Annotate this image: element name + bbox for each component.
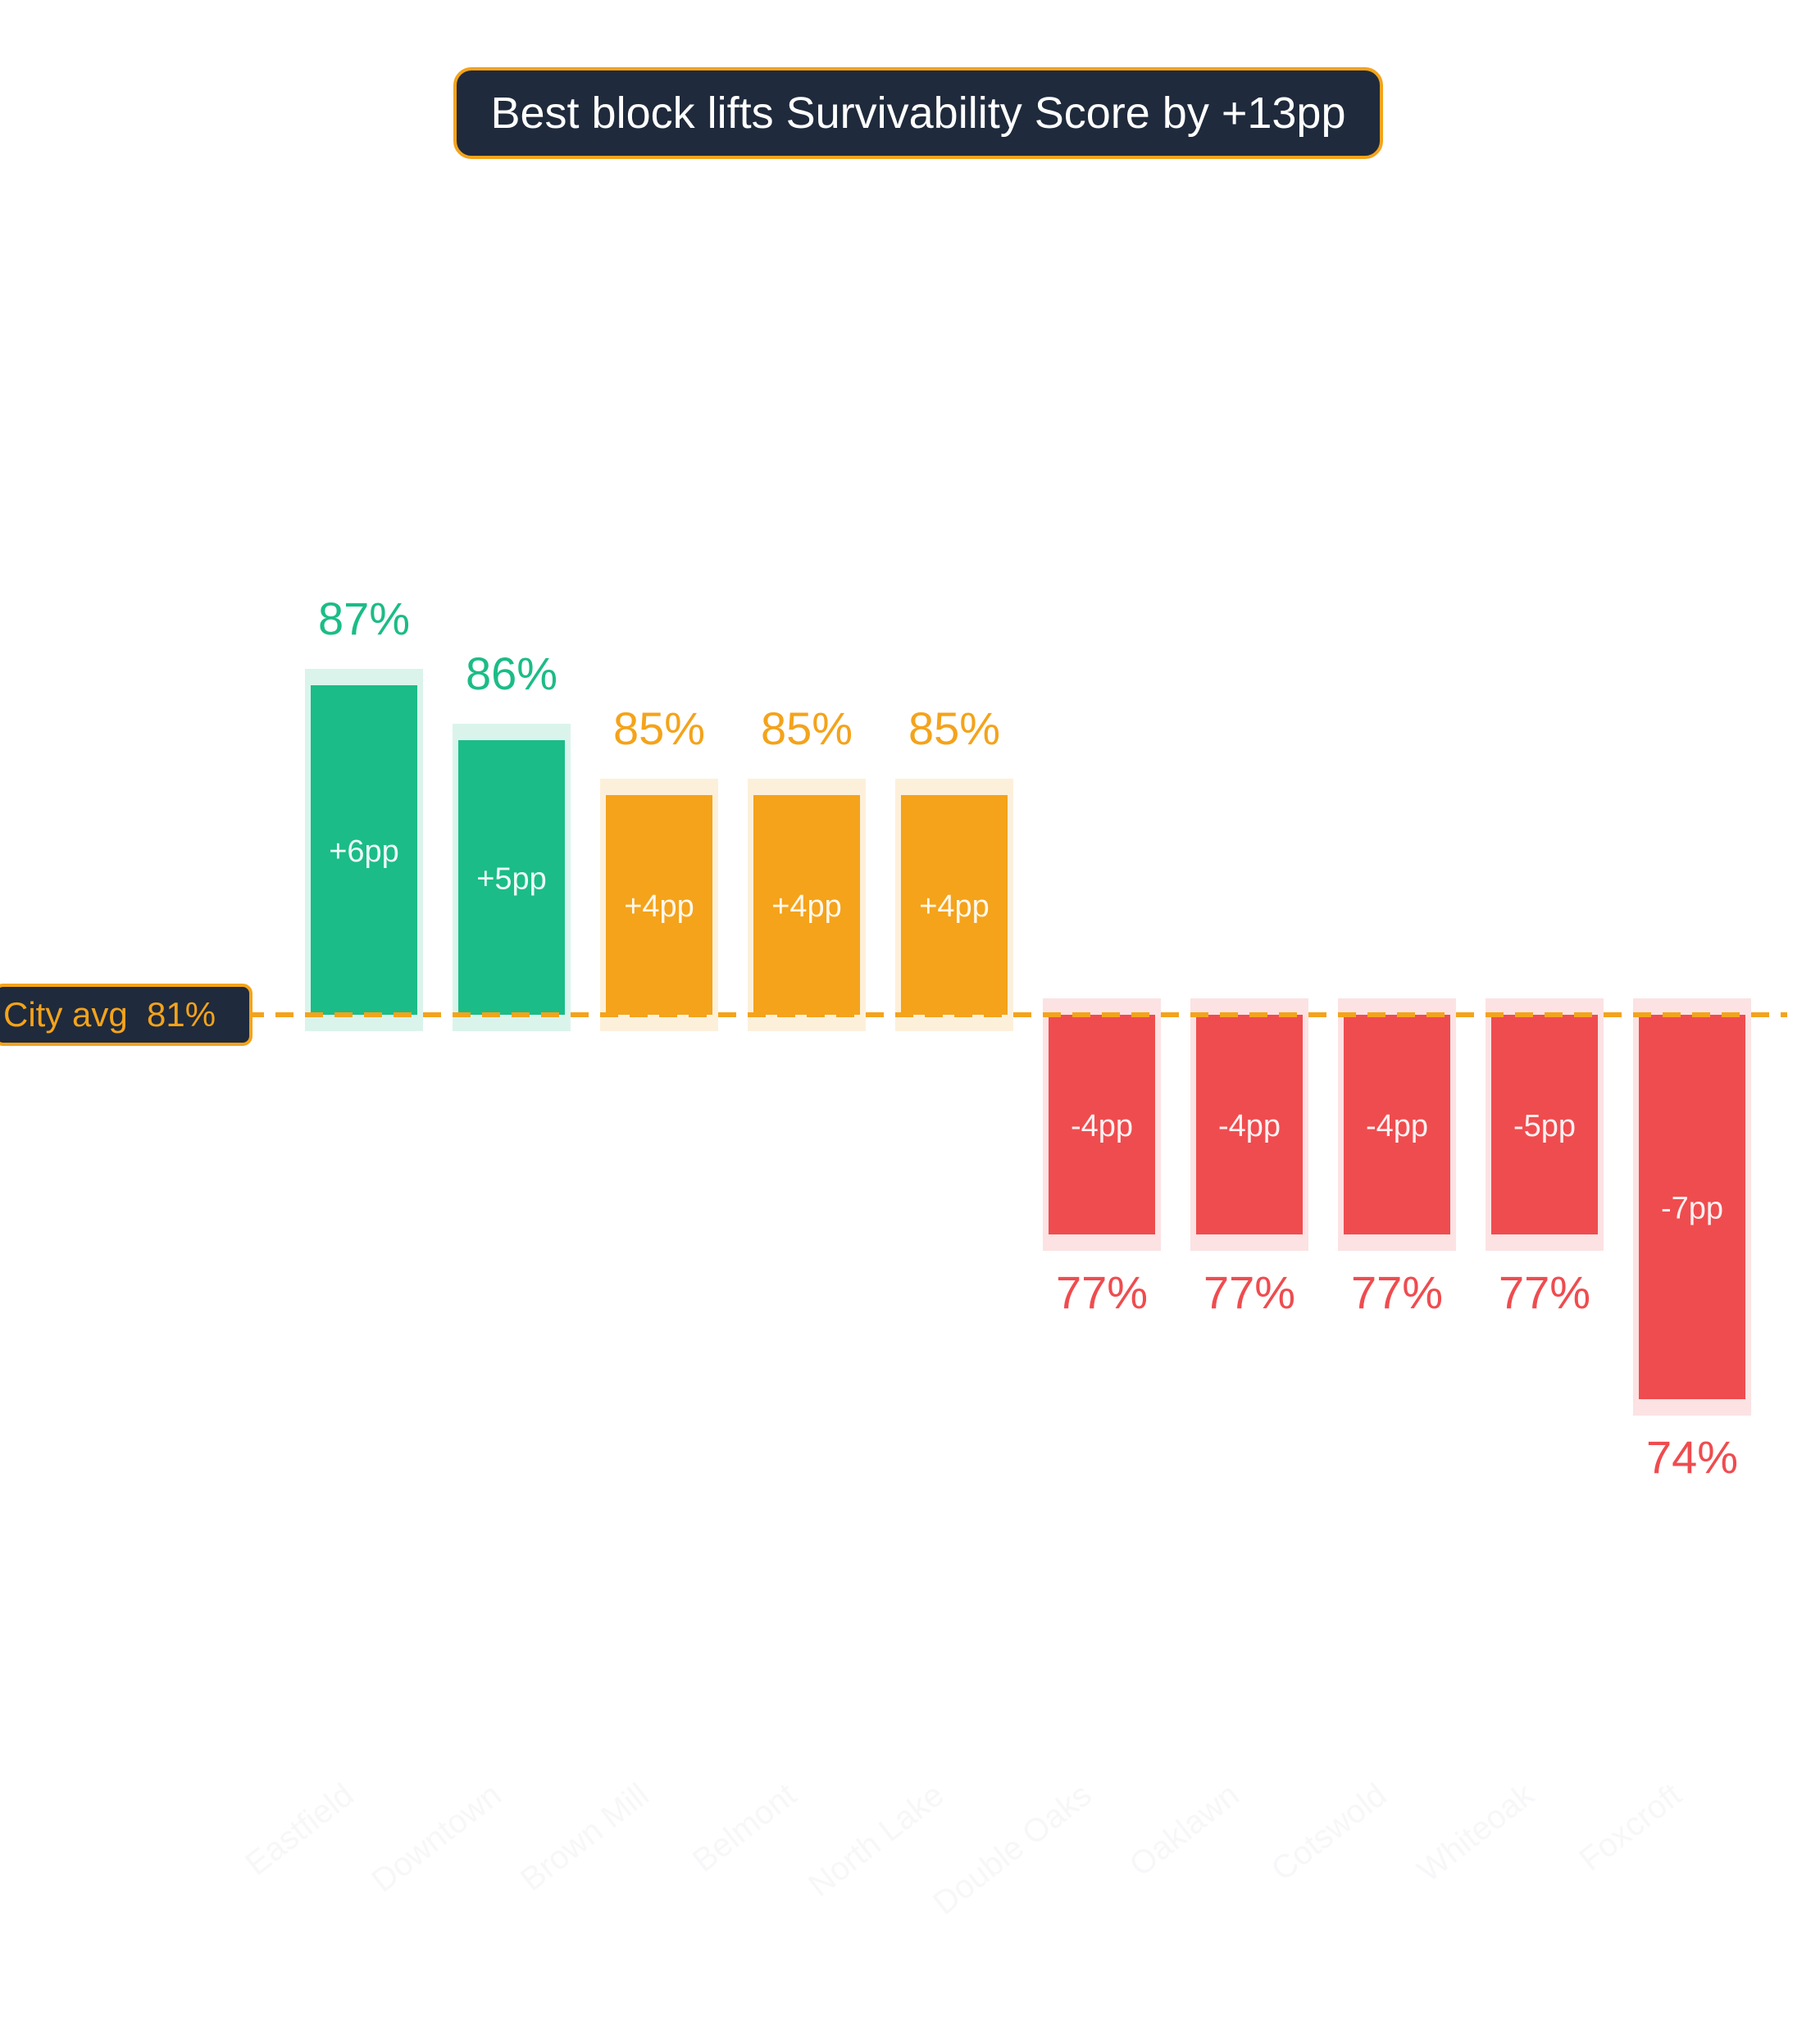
category-label-brown-mill: Brown Mill: [514, 1776, 655, 1898]
category-label-north-lake: North Lake: [802, 1776, 950, 1903]
delta-label-north-lake: +4pp: [919, 889, 990, 924]
delta-label-cotswold: -4pp: [1366, 1109, 1428, 1143]
category-label-downtown: Downtown: [365, 1776, 507, 1899]
category-label-oaklawn: Oaklawn: [1123, 1776, 1246, 1883]
delta-label-double-oaks: -4pp: [1071, 1109, 1133, 1143]
value-label-downtown: 86%: [466, 648, 557, 699]
bar-cotswold: [1344, 1015, 1450, 1234]
delta-label-foxcroft: -7pp: [1661, 1192, 1723, 1226]
delta-label-oaklawn: -4pp: [1218, 1109, 1281, 1143]
value-label-oaklawn: 77%: [1203, 1266, 1295, 1318]
delta-label-brown-mill: +4pp: [624, 889, 694, 924]
category-label-eastfield: Eastfield: [239, 1776, 361, 1882]
category-label-foxcroft: Foxcroft: [1573, 1776, 1689, 1878]
delta-label-downtown: +5pp: [476, 862, 547, 897]
value-label-foxcroft: 74%: [1646, 1431, 1738, 1483]
chart-title: Best block lifts Survivability Score by …: [490, 89, 1346, 138]
bar-eastfield: [311, 685, 417, 1015]
delta-label-whiteoak: -5pp: [1513, 1109, 1576, 1143]
category-label-cotswold: Cotswold: [1265, 1776, 1394, 1888]
bar-north-lake: [901, 795, 1008, 1015]
value-label-north-lake: 85%: [908, 702, 1000, 754]
bar-double-oaks: [1049, 1015, 1155, 1234]
value-label-eastfield: 87%: [318, 593, 410, 644]
delta-label-eastfield: +6pp: [329, 834, 399, 869]
city-average-badge: City avg 81%: [0, 984, 253, 1046]
bar-belmont: [753, 795, 860, 1015]
category-label-belmont: Belmont: [686, 1776, 803, 1879]
value-label-belmont: 85%: [761, 702, 853, 754]
bar-layer: [311, 685, 1745, 1399]
value-label-cotswold: 77%: [1351, 1266, 1443, 1318]
chart-title-box: Best block lifts Survivability Score by …: [453, 67, 1383, 159]
bar-whiteoak: [1491, 1015, 1598, 1234]
category-label-double-oaks: Double Oaks: [926, 1776, 1098, 1921]
value-label-brown-mill: 85%: [613, 702, 705, 754]
value-label-whiteoak: 77%: [1499, 1266, 1590, 1318]
category-label-whiteoak: Whiteoak: [1411, 1776, 1541, 1889]
value-label-double-oaks: 77%: [1056, 1266, 1148, 1318]
bar-downtown: [458, 740, 565, 1015]
bar-brown-mill: [606, 795, 712, 1015]
city-average-label: City avg 81%: [3, 995, 216, 1034]
delta-label-belmont: +4pp: [771, 889, 842, 924]
bar-foxcroft: [1639, 1015, 1745, 1399]
bar-oaklawn: [1196, 1015, 1303, 1234]
